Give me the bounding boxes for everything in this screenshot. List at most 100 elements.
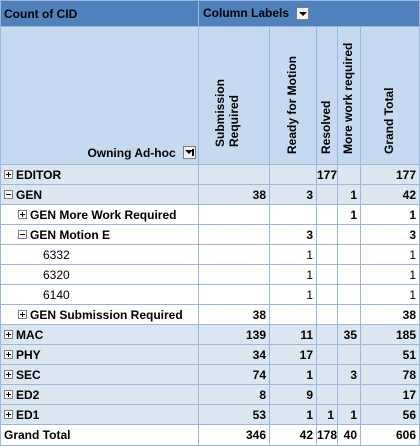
expand-icon[interactable] [4, 169, 13, 179]
value-cell[interactable]: 11 [269, 324, 317, 345]
column-header-grand-total[interactable]: Grand Total [359, 26, 420, 165]
expand-icon[interactable] [4, 369, 13, 379]
value-cell[interactable]: 3 [269, 224, 317, 245]
value-cell[interactable]: 78 [359, 364, 420, 385]
row-label-cell[interactable]: PHY [0, 344, 199, 365]
grand-total-cell[interactable]: 42 [269, 424, 317, 446]
expand-icon[interactable] [18, 309, 27, 319]
row-label-cell[interactable]: EDITOR [0, 164, 199, 185]
value-cell[interactable]: 1 [337, 204, 361, 225]
value-cell[interactable] [198, 224, 270, 245]
row-label-cell[interactable]: GEN [0, 184, 199, 205]
row-label-cell[interactable]: ED2 [0, 384, 199, 405]
value-cell[interactable] [316, 224, 338, 245]
value-cell[interactable] [198, 204, 270, 225]
value-cell[interactable]: 139 [198, 324, 270, 345]
value-cell[interactable] [337, 224, 361, 245]
expand-icon[interactable] [4, 409, 13, 419]
collapse-icon[interactable] [18, 229, 27, 239]
column-header-more-work-required[interactable]: More work required [337, 26, 361, 165]
value-cell[interactable]: 185 [359, 324, 420, 345]
row-label-cell[interactable]: 6320 [0, 264, 199, 285]
value-cell[interactable]: 1 [269, 284, 317, 305]
pivot-value-field-header[interactable]: Count of CID [0, 0, 199, 27]
expand-icon[interactable] [4, 349, 13, 359]
value-cell[interactable] [337, 384, 361, 405]
value-cell[interactable]: 74 [198, 364, 270, 385]
value-cell[interactable]: 177 [316, 164, 338, 185]
value-cell[interactable]: 1 [269, 404, 317, 425]
column-header-resolved[interactable]: Resolved [316, 26, 338, 165]
value-cell[interactable] [316, 344, 338, 365]
column-header-submission-required[interactable]: Submission Required [198, 26, 270, 165]
expand-icon[interactable] [4, 329, 13, 339]
collapse-icon[interactable] [4, 189, 13, 199]
value-cell[interactable]: 1 [316, 404, 338, 425]
column-labels-header[interactable]: Column Labels [197, 0, 420, 27]
value-cell[interactable]: 51 [359, 344, 420, 365]
grand-total-cell[interactable]: 178 [316, 424, 338, 446]
grand-total-cell[interactable]: 346 [198, 424, 270, 446]
expand-icon[interactable] [4, 389, 13, 399]
value-cell[interactable]: 177 [359, 164, 420, 185]
row-label-cell[interactable]: MAC [0, 324, 199, 345]
value-cell[interactable]: 53 [198, 404, 270, 425]
value-cell[interactable]: 56 [359, 404, 420, 425]
row-label-cell[interactable]: 6332 [0, 244, 199, 265]
value-cell[interactable]: 38 [198, 304, 270, 325]
expand-icon[interactable] [18, 209, 27, 219]
value-cell[interactable]: 3 [269, 184, 317, 205]
value-cell[interactable] [316, 364, 338, 385]
row-labels-filter-button[interactable] [183, 146, 196, 159]
column-header-ready-for-motion[interactable]: Ready for Motion [269, 26, 317, 165]
value-cell[interactable] [269, 164, 317, 185]
value-cell[interactable]: 1 [269, 264, 317, 285]
row-label-cell[interactable]: GEN More Work Required [0, 204, 199, 225]
value-cell[interactable] [198, 244, 270, 265]
value-cell[interactable] [337, 264, 361, 285]
value-cell[interactable] [198, 284, 270, 305]
value-cell[interactable]: 38 [198, 184, 270, 205]
row-label-cell[interactable]: GEN Motion E [0, 224, 199, 245]
row-labels-header[interactable]: Owning Ad-hoc [0, 26, 199, 165]
value-cell[interactable]: 1 [359, 244, 420, 265]
row-label-cell[interactable]: SEC [0, 364, 199, 385]
row-label-cell[interactable]: 6140 [0, 284, 199, 305]
value-cell[interactable] [269, 304, 317, 325]
value-cell[interactable]: 8 [198, 384, 270, 405]
value-cell[interactable] [316, 264, 338, 285]
value-cell[interactable] [337, 244, 361, 265]
value-cell[interactable]: 38 [359, 304, 420, 325]
value-cell[interactable]: 34 [198, 344, 270, 365]
value-cell[interactable]: 3 [337, 364, 361, 385]
value-cell[interactable]: 1 [337, 184, 361, 205]
value-cell[interactable]: 42 [359, 184, 420, 205]
value-cell[interactable]: 1 [337, 404, 361, 425]
value-cell[interactable] [316, 244, 338, 265]
value-cell[interactable] [316, 184, 338, 205]
value-cell[interactable]: 1 [359, 264, 420, 285]
value-cell[interactable] [337, 344, 361, 365]
value-cell[interactable]: 9 [269, 384, 317, 405]
grand-total-label[interactable]: Grand Total [0, 424, 199, 446]
value-cell[interactable] [316, 204, 338, 225]
value-cell[interactable] [316, 384, 338, 405]
value-cell[interactable] [337, 164, 361, 185]
value-cell[interactable]: 35 [337, 324, 361, 345]
row-label-cell[interactable]: ED1 [0, 404, 199, 425]
value-cell[interactable]: 3 [359, 224, 420, 245]
value-cell[interactable]: 1 [359, 204, 420, 225]
value-cell[interactable] [198, 264, 270, 285]
value-cell[interactable] [316, 304, 338, 325]
value-cell[interactable]: 1 [269, 244, 317, 265]
grand-total-cell[interactable]: 40 [337, 424, 361, 446]
value-cell[interactable] [198, 164, 270, 185]
value-cell[interactable] [337, 284, 361, 305]
column-labels-dropdown-button[interactable] [296, 6, 310, 20]
grand-total-cell[interactable]: 606 [359, 424, 420, 446]
value-cell[interactable]: 1 [359, 284, 420, 305]
row-label-cell[interactable]: GEN Submission Required [0, 304, 199, 325]
value-cell[interactable]: 17 [269, 344, 317, 365]
value-cell[interactable]: 1 [269, 364, 317, 385]
value-cell[interactable] [316, 284, 338, 305]
